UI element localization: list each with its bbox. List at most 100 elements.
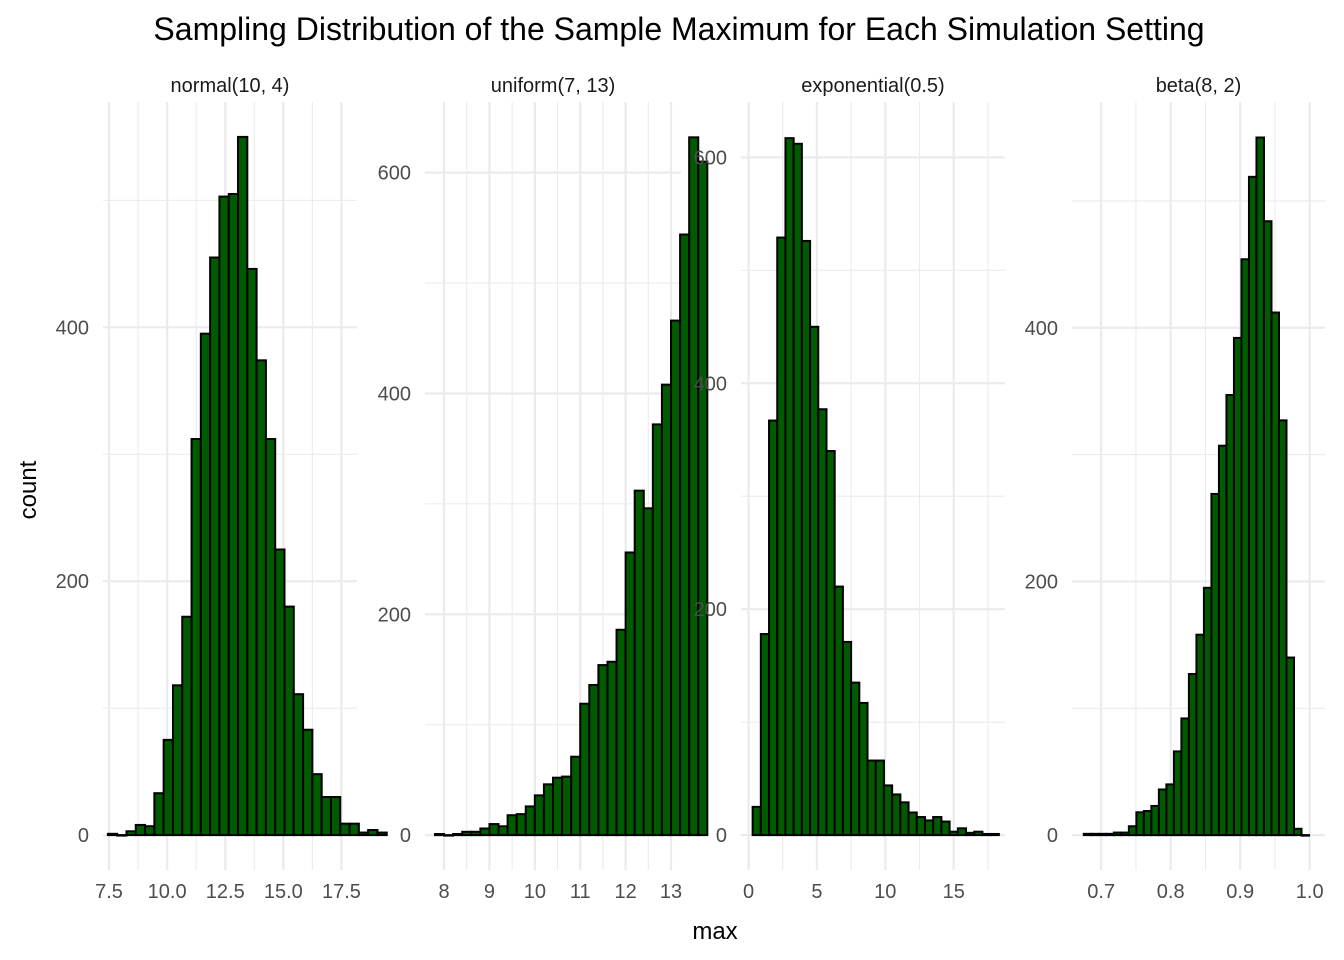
facet-strip-label: exponential(0.5) — [801, 75, 944, 97]
x-axis-title: max — [692, 918, 737, 945]
x-tick-label: 8 — [439, 881, 450, 903]
facet-panel-1: normal(10, 4) 7.5 10.0 12.5 15.0 17.5 0 200 400 — [56, 75, 388, 903]
histogram-bar — [348, 822, 360, 837]
histogram-bar — [283, 605, 295, 837]
histogram-bar — [817, 408, 828, 837]
histogram-bar — [973, 830, 984, 837]
histogram-bar — [542, 783, 555, 837]
histogram-bar — [524, 805, 536, 837]
y-tick-label: 400 — [56, 317, 89, 339]
histogram-bar — [1232, 336, 1243, 837]
histogram-bar — [106, 832, 119, 837]
histogram-bar — [488, 823, 500, 837]
histogram-bar — [497, 825, 509, 837]
x-tick-label: 11 — [570, 881, 591, 903]
histogram-bar — [552, 776, 564, 837]
histogram-bar — [989, 832, 1000, 837]
x-tick-label: 0.9 — [1226, 881, 1254, 903]
histogram-bar — [1180, 717, 1190, 837]
histogram-bar — [311, 773, 323, 837]
histogram-bar — [237, 135, 249, 837]
histogram-bar — [264, 438, 277, 837]
y-tick-label: 600 — [694, 147, 727, 169]
histogram-bar — [606, 660, 618, 837]
x-tick-label: 0.7 — [1087, 881, 1115, 903]
histogram-bar — [1195, 633, 1205, 837]
histogram-bar — [660, 383, 673, 837]
histogram-bar — [274, 548, 286, 837]
histogram-bar — [615, 628, 627, 837]
histogram-bar — [792, 142, 803, 837]
histogram-bar — [302, 728, 314, 837]
histogram-bar — [153, 792, 165, 837]
histogram-bar — [907, 811, 918, 837]
histogram-bar — [697, 160, 709, 837]
x-tick-label: 12.5 — [206, 881, 245, 903]
x-tick-label: 12 — [614, 881, 636, 903]
histogram-bar — [1090, 832, 1100, 837]
histogram-bar — [470, 830, 482, 837]
histogram-bar — [227, 193, 240, 837]
y-tick-label: 200 — [694, 599, 727, 621]
histogram-bar — [1135, 811, 1145, 837]
histogram-bar — [1270, 311, 1280, 837]
histogram-bar — [570, 755, 582, 837]
histogram-bar — [1255, 136, 1265, 837]
histogram-bar — [776, 236, 787, 837]
x-tick-label: 5 — [811, 881, 822, 903]
facet-panel-4: beta(8, 2) 0.7 0.8 0.9 1.0 0 200 400 — [1025, 75, 1325, 903]
histogram-bar — [642, 507, 654, 837]
histogram-bar — [339, 822, 351, 837]
histogram-bar — [1172, 750, 1183, 837]
histogram-bar — [841, 640, 853, 837]
x-tick-label: 15 — [943, 881, 965, 903]
histogram-bar — [800, 239, 812, 837]
x-tick-label: 10.0 — [148, 881, 187, 903]
y-tick-label: 0 — [1047, 825, 1058, 847]
histogram-bar — [751, 805, 762, 837]
histogram-bar — [1157, 788, 1168, 837]
histogram-bar — [1210, 492, 1220, 837]
histogram-bar — [246, 267, 258, 837]
facet-strip-label: normal(10, 4) — [171, 75, 290, 97]
histogram-bar — [1262, 220, 1273, 837]
histogram-bar — [1225, 393, 1235, 837]
histogram-bar — [515, 813, 527, 837]
histogram-bar — [1187, 673, 1198, 837]
histogram-bar — [899, 801, 910, 837]
histogram-bar — [1300, 834, 1311, 837]
histogram-bar — [1285, 656, 1296, 837]
histogram-bar — [479, 827, 491, 837]
histogram-bar — [1082, 832, 1093, 837]
histogram-bar — [1165, 783, 1175, 837]
histogram-bar — [1142, 810, 1153, 837]
histogram-bar — [866, 759, 877, 837]
histogram-bar — [357, 831, 370, 837]
histogram-bar — [376, 831, 388, 837]
histogram-bar — [1202, 586, 1213, 837]
y-tick-label: 200 — [1025, 571, 1058, 593]
histogram-bar — [533, 794, 545, 837]
histogram-bar — [948, 830, 959, 837]
histogram-bar — [1120, 831, 1130, 837]
histogram-bar — [367, 829, 379, 837]
histogram-bar — [874, 759, 885, 837]
histogram-bar — [561, 775, 573, 837]
histogram-bar — [833, 585, 844, 837]
histogram-bar — [1217, 444, 1228, 837]
y-tick-label: 200 — [56, 571, 89, 593]
histogram-bar — [679, 233, 691, 837]
histogram-bar — [923, 819, 935, 837]
y-tick-label: 600 — [378, 163, 411, 185]
histogram-bar — [1277, 419, 1288, 837]
facet-panels: normal(10, 4)7.5 10.0 12.5 15.0 17.50200400u… — [56, 75, 1325, 903]
histogram-bar — [1127, 825, 1138, 837]
histogram-bar — [915, 816, 926, 837]
histogram-bar — [1105, 832, 1115, 837]
histogram-bar — [190, 438, 202, 837]
histogram-bar — [255, 359, 267, 837]
histogram-bar — [1247, 175, 1258, 837]
histogram-bar — [825, 450, 836, 837]
x-tick-label: 9 — [484, 881, 495, 903]
histogram-bar — [597, 664, 609, 837]
